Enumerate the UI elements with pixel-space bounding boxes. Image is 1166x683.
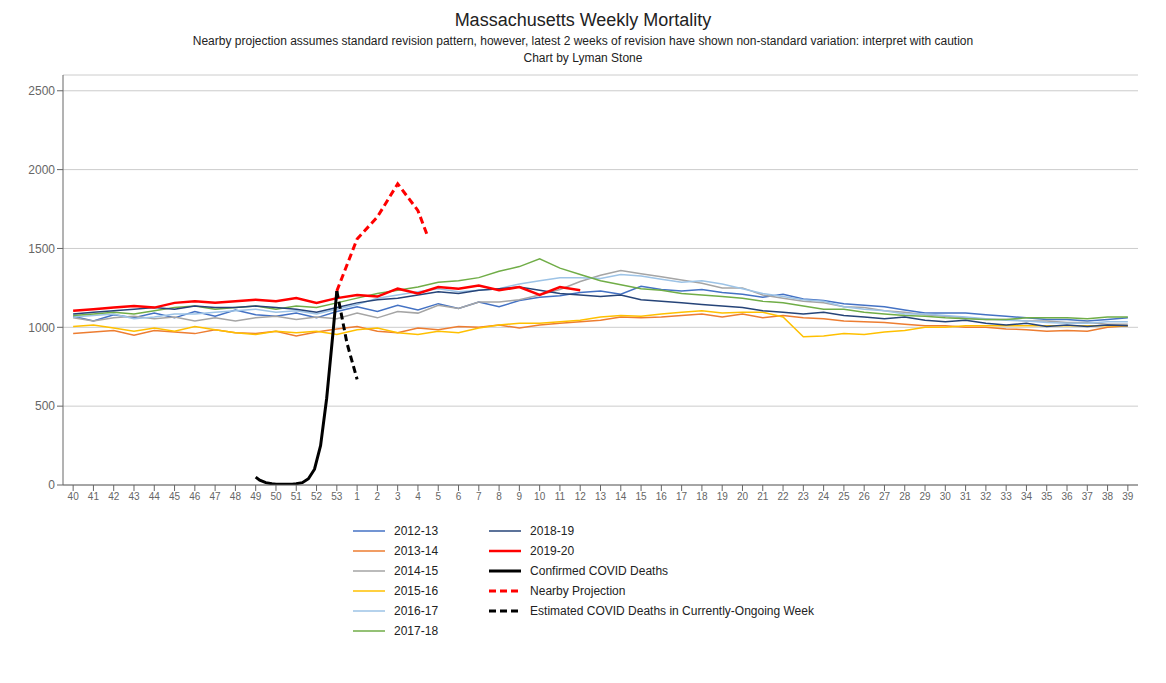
svg-text:21: 21 <box>757 491 769 502</box>
html-text:Confirmed COVID Deaths: Confirmed COVID Deaths <box>530 564 669 578</box>
svg-text:3: 3 <box>395 491 401 502</box>
svg-text:45: 45 <box>169 491 181 502</box>
svg-text:16: 16 <box>656 491 668 502</box>
svg-text:42: 42 <box>108 491 120 502</box>
svg-text:53: 53 <box>331 491 343 502</box>
svg-text:34: 34 <box>1021 491 1033 502</box>
html-text:Chart by Lyman Stone: Chart by Lyman Stone <box>523 51 643 65</box>
svg-text:31: 31 <box>960 491 972 502</box>
svg-text:37: 37 <box>1082 491 1094 502</box>
html-text:2016-17: 2016-17 <box>394 604 439 618</box>
svg-text:19: 19 <box>717 491 729 502</box>
html-text:2015-16: 2015-16 <box>394 584 439 598</box>
svg-text:38: 38 <box>1102 491 1114 502</box>
svg-text:52: 52 <box>311 491 323 502</box>
html-text:2014-15: 2014-15 <box>394 564 439 578</box>
svg-text:28: 28 <box>899 491 911 502</box>
svg-text:25: 25 <box>838 491 850 502</box>
svg-text:22: 22 <box>777 491 789 502</box>
svg-text:33: 33 <box>1001 491 1013 502</box>
html-text:Massachusetts Weekly Mortality: Massachusetts Weekly Mortality <box>454 10 712 30</box>
svg-text:1500: 1500 <box>28 242 55 256</box>
html-text:2019-20: 2019-20 <box>530 544 575 558</box>
svg-text:4: 4 <box>415 491 421 502</box>
svg-text:50: 50 <box>270 491 282 502</box>
svg-text:15: 15 <box>636 491 648 502</box>
svg-text:5: 5 <box>435 491 441 502</box>
svg-text:11: 11 <box>555 491 566 502</box>
html-text:2018-19: 2018-19 <box>530 524 575 538</box>
svg-text:7: 7 <box>476 491 482 502</box>
svg-text:13: 13 <box>595 491 607 502</box>
svg-text:39: 39 <box>1122 491 1134 502</box>
html-text:Nearby Projection: Nearby Projection <box>530 584 626 598</box>
svg-text:12: 12 <box>575 491 587 502</box>
svg-text:26: 26 <box>859 491 871 502</box>
html-text:2013-14: 2013-14 <box>394 544 439 558</box>
svg-text:44: 44 <box>149 491 161 502</box>
svg-text:32: 32 <box>980 491 992 502</box>
svg-text:51: 51 <box>291 491 303 502</box>
svg-text:1000: 1000 <box>28 321 55 335</box>
svg-text:10: 10 <box>534 491 546 502</box>
svg-text:20: 20 <box>737 491 749 502</box>
svg-text:17: 17 <box>676 491 688 502</box>
svg-text:9: 9 <box>517 491 523 502</box>
svg-text:29: 29 <box>919 491 931 502</box>
svg-text:36: 36 <box>1061 491 1073 502</box>
svg-text:1: 1 <box>354 491 360 502</box>
svg-text:27: 27 <box>879 491 891 502</box>
svg-text:18: 18 <box>696 491 708 502</box>
svg-text:2000: 2000 <box>28 163 55 177</box>
svg-text:24: 24 <box>818 491 830 502</box>
svg-text:2500: 2500 <box>28 84 55 98</box>
svg-text:48: 48 <box>230 491 242 502</box>
html-text:2017-18: 2017-18 <box>394 624 439 638</box>
svg-text:46: 46 <box>189 491 201 502</box>
svg-text:40: 40 <box>68 491 80 502</box>
svg-text:41: 41 <box>88 491 100 502</box>
svg-text:2: 2 <box>375 491 381 502</box>
svg-text:8: 8 <box>496 491 502 502</box>
svg-text:23: 23 <box>798 491 810 502</box>
html-text:2012-13: 2012-13 <box>394 524 439 538</box>
svg-text:47: 47 <box>210 491 222 502</box>
svg-text:43: 43 <box>128 491 140 502</box>
svg-text:500: 500 <box>35 399 55 413</box>
svg-text:35: 35 <box>1041 491 1053 502</box>
html-text:Nearby projection assumes stan: Nearby projection assumes standard revis… <box>192 34 974 48</box>
svg-text:14: 14 <box>615 491 627 502</box>
svg-text:49: 49 <box>250 491 262 502</box>
svg-text:0: 0 <box>48 478 55 492</box>
html-text:Estimated COVID Deaths in Curr: Estimated COVID Deaths in Currently-Ongo… <box>530 604 814 618</box>
svg-text:30: 30 <box>940 491 952 502</box>
svg-text:6: 6 <box>456 491 462 502</box>
